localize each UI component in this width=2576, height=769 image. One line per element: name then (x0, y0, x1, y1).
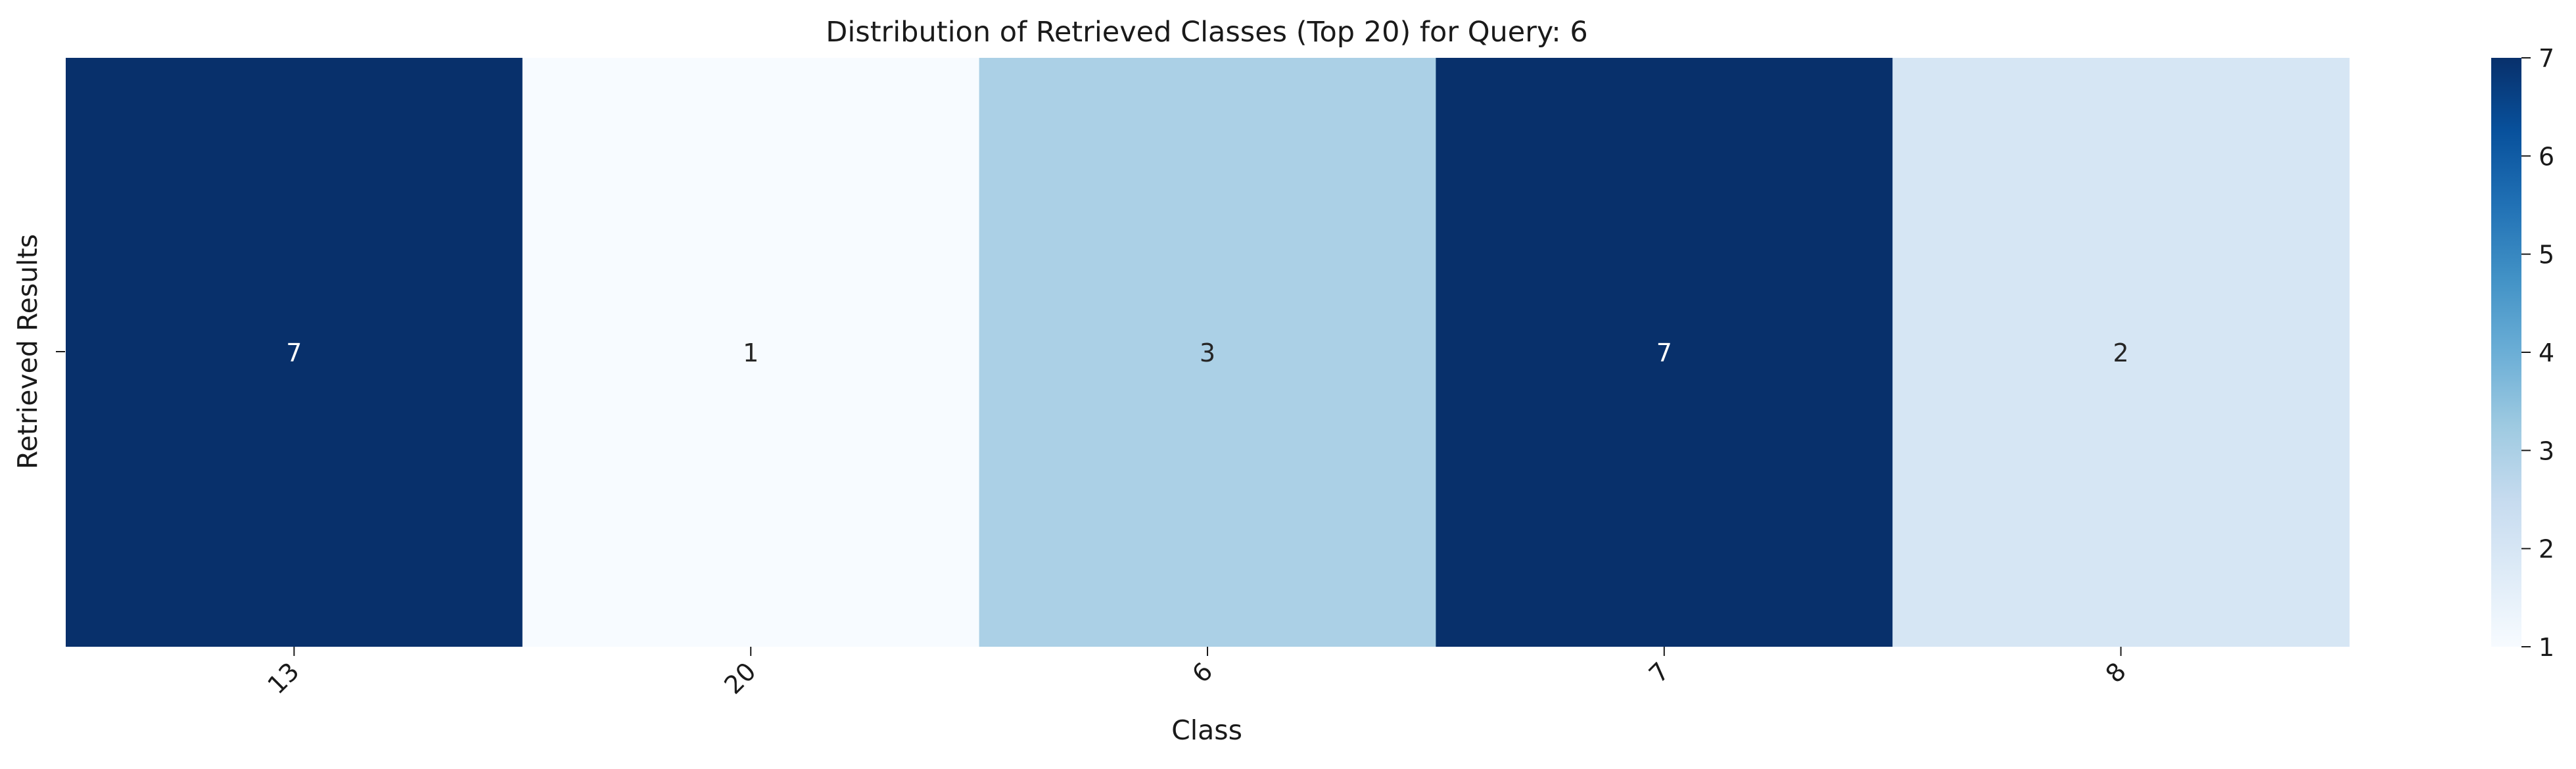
colorbar-tick-label: 1 (2539, 633, 2554, 662)
y-axis-label: Retrieved Results (12, 234, 43, 469)
colorbar-tick-label: 6 (2539, 142, 2554, 171)
chart-title: Distribution of Retrieved Classes (Top 2… (826, 16, 1588, 49)
heatmap-cell (522, 58, 980, 647)
x-tick-label: 7 (1643, 657, 1675, 688)
cell-value-label: 7 (286, 338, 302, 367)
cell-value-label: 2 (2113, 338, 2129, 367)
colorbar-tick-label: 4 (2539, 338, 2554, 367)
x-axis-ticks: 13 20 6 7 8 (262, 647, 2132, 700)
colorbar-tick-label: 2 (2539, 535, 2554, 564)
x-tick-label: 20 (718, 657, 761, 699)
heatmap-cell (979, 58, 1436, 647)
x-tick-label: 6 (1186, 657, 1218, 688)
x-tick-label: 8 (2100, 657, 2132, 688)
cell-value-label: 7 (1656, 338, 1672, 367)
x-axis-label: Class (1171, 714, 1242, 746)
colorbar-ticks: 1 2 3 4 5 6 7 (2521, 44, 2554, 662)
x-tick-label: 13 (262, 657, 304, 699)
colorbar-tick-label: 7 (2539, 44, 2554, 73)
colorbar-tick-label: 5 (2539, 241, 2554, 269)
cell-annotations: 7 1 3 7 2 (286, 338, 2128, 367)
heatmap-cell (66, 58, 523, 647)
cell-value-label: 3 (1200, 338, 1215, 367)
colorbar-tick-label: 3 (2539, 436, 2554, 465)
colorbar (2491, 58, 2521, 647)
heatmap-cells (66, 58, 2350, 647)
heatmap-cell (1436, 58, 1893, 647)
cell-value-label: 1 (743, 338, 759, 367)
heatmap-cell (1892, 58, 2350, 647)
